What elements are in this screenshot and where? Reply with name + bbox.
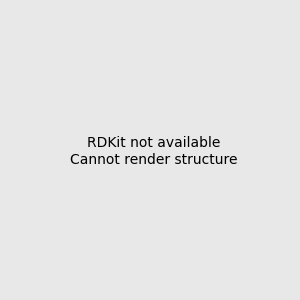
Text: RDKit not available
Cannot render structure: RDKit not available Cannot render struct… (70, 136, 238, 166)
